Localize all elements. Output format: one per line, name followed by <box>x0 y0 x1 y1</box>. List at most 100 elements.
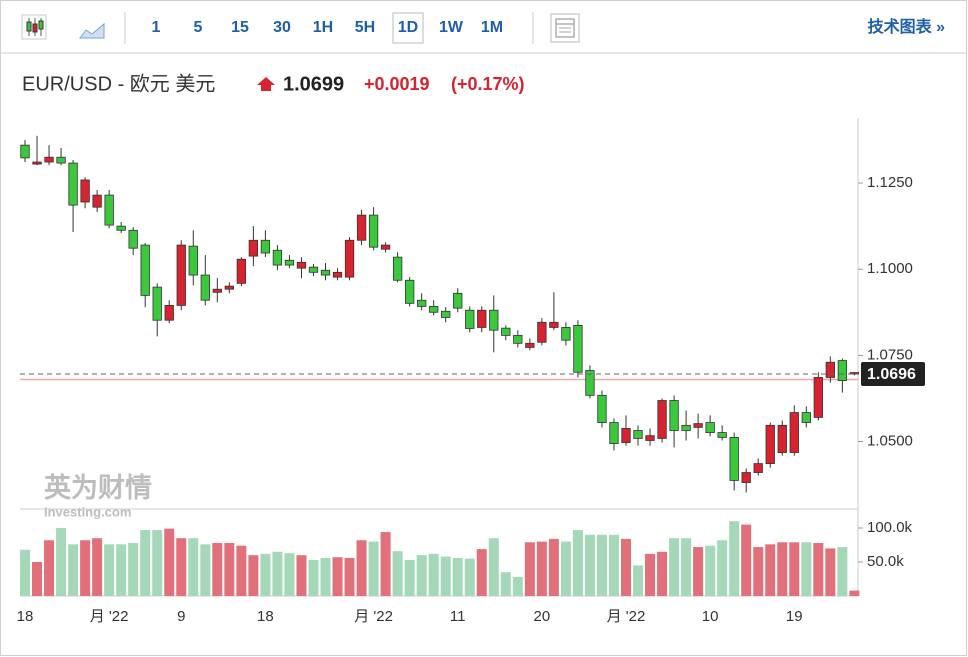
quote-title: EUR/USD - 欧元 美元 <box>22 72 215 95</box>
candle-body <box>693 423 703 428</box>
x-tick-label: 9 <box>177 608 185 625</box>
volume-bar <box>584 534 595 596</box>
volume-bar <box>284 553 295 596</box>
candle-body <box>597 394 607 423</box>
candle-body <box>813 377 823 418</box>
watermark-brand: 英为财情 <box>44 473 152 503</box>
volume-tick-label: 100.0k <box>867 519 913 536</box>
area-icon[interactable] <box>79 22 105 39</box>
volume-bar <box>849 590 860 596</box>
volume-bar <box>416 555 427 596</box>
candle-body <box>609 422 619 444</box>
volume-bar <box>729 521 740 596</box>
candle-body <box>633 430 643 439</box>
x-tick-label: 19 <box>786 608 803 625</box>
interval-button[interactable]: 1D <box>398 19 418 36</box>
volume-bar <box>224 542 235 596</box>
volume-bar <box>308 559 319 596</box>
volume-bar <box>248 555 259 596</box>
candle-body <box>56 156 66 164</box>
volume-bar <box>200 544 211 596</box>
candle-body <box>681 424 691 431</box>
layout-icon[interactable] <box>550 13 580 43</box>
volume-bar <box>68 544 79 596</box>
volume-bar <box>56 528 67 596</box>
volume-bar <box>512 576 523 596</box>
candle-body <box>657 400 667 439</box>
watermark-site: Investing.com <box>44 504 131 519</box>
x-tick-label: 11 <box>450 608 466 625</box>
volume-bar <box>296 555 307 596</box>
candle-body <box>489 309 499 331</box>
candle-body <box>368 214 379 248</box>
x-tick-label: 10 <box>702 608 719 625</box>
volume-bar <box>440 556 451 596</box>
candle-body <box>380 244 391 250</box>
volume-bar <box>428 553 439 596</box>
volume-bar <box>128 542 139 596</box>
interval-button[interactable]: 1H <box>313 19 333 36</box>
candle-icon[interactable] <box>21 14 47 40</box>
candle-body <box>308 266 319 273</box>
volume-bar <box>608 534 619 596</box>
candle-body <box>116 225 126 231</box>
volume-bar <box>20 549 30 596</box>
volume-bar <box>621 538 631 596</box>
candle-body <box>837 360 848 381</box>
candle-body <box>537 321 547 343</box>
volume-bar <box>693 547 704 596</box>
candle-body <box>717 432 727 438</box>
volume-bar <box>320 557 331 596</box>
volume-bar <box>392 551 403 596</box>
volume-bar <box>80 540 91 596</box>
y-tick-label: 1.0750 <box>867 346 913 363</box>
candle-body <box>404 279 415 304</box>
candle-body <box>320 269 331 276</box>
candle-body <box>465 309 475 329</box>
technical-chart-link[interactable]: 技术图表 » <box>868 17 945 36</box>
volume-bar <box>741 524 752 596</box>
last-price-label: 1.0696 <box>867 366 916 383</box>
candle-body <box>68 162 78 206</box>
candle-body <box>477 309 487 328</box>
candle-body <box>525 342 535 348</box>
volume-bar <box>825 548 836 596</box>
candle-body <box>513 334 523 344</box>
volume-bar <box>464 558 475 596</box>
candle-body <box>669 400 679 431</box>
volume-bar <box>633 565 644 596</box>
candle-body <box>176 244 186 306</box>
y-tick-label: 1.0500 <box>867 432 913 449</box>
interval-button[interactable]: 15 <box>231 19 249 36</box>
quote-change-pct: (+0.17%) <box>451 74 525 94</box>
interval-button[interactable]: 1 <box>152 19 161 36</box>
candle-body <box>777 424 787 453</box>
interval-button[interactable]: 1M <box>481 19 503 36</box>
interval-button[interactable]: 5 <box>194 19 203 36</box>
candle-body <box>152 286 162 321</box>
volume-bar <box>524 542 535 596</box>
candle-body <box>741 472 751 483</box>
interval-button[interactable]: 30 <box>273 19 291 36</box>
candle-body <box>104 194 114 226</box>
candle-body <box>441 310 451 318</box>
candle-body <box>92 194 102 208</box>
volume-bar <box>32 562 43 596</box>
candle-body <box>561 327 571 341</box>
volume-bar <box>44 540 55 596</box>
quote-change: +0.0019 <box>364 74 430 94</box>
volume-bar <box>92 538 103 596</box>
candle-body <box>356 214 367 241</box>
volume-bar <box>368 541 379 596</box>
volume-bar <box>104 544 115 596</box>
volume-bar <box>548 538 559 596</box>
candle-body <box>188 245 198 276</box>
candle-body <box>44 156 54 163</box>
candle-body <box>849 372 860 375</box>
volume-bar <box>645 553 656 596</box>
interval-button[interactable]: 1W <box>439 19 464 36</box>
volume-bar <box>272 551 283 596</box>
interval-button[interactable]: 5H <box>355 19 375 36</box>
volume-tick-label: 50.0k <box>867 553 904 570</box>
